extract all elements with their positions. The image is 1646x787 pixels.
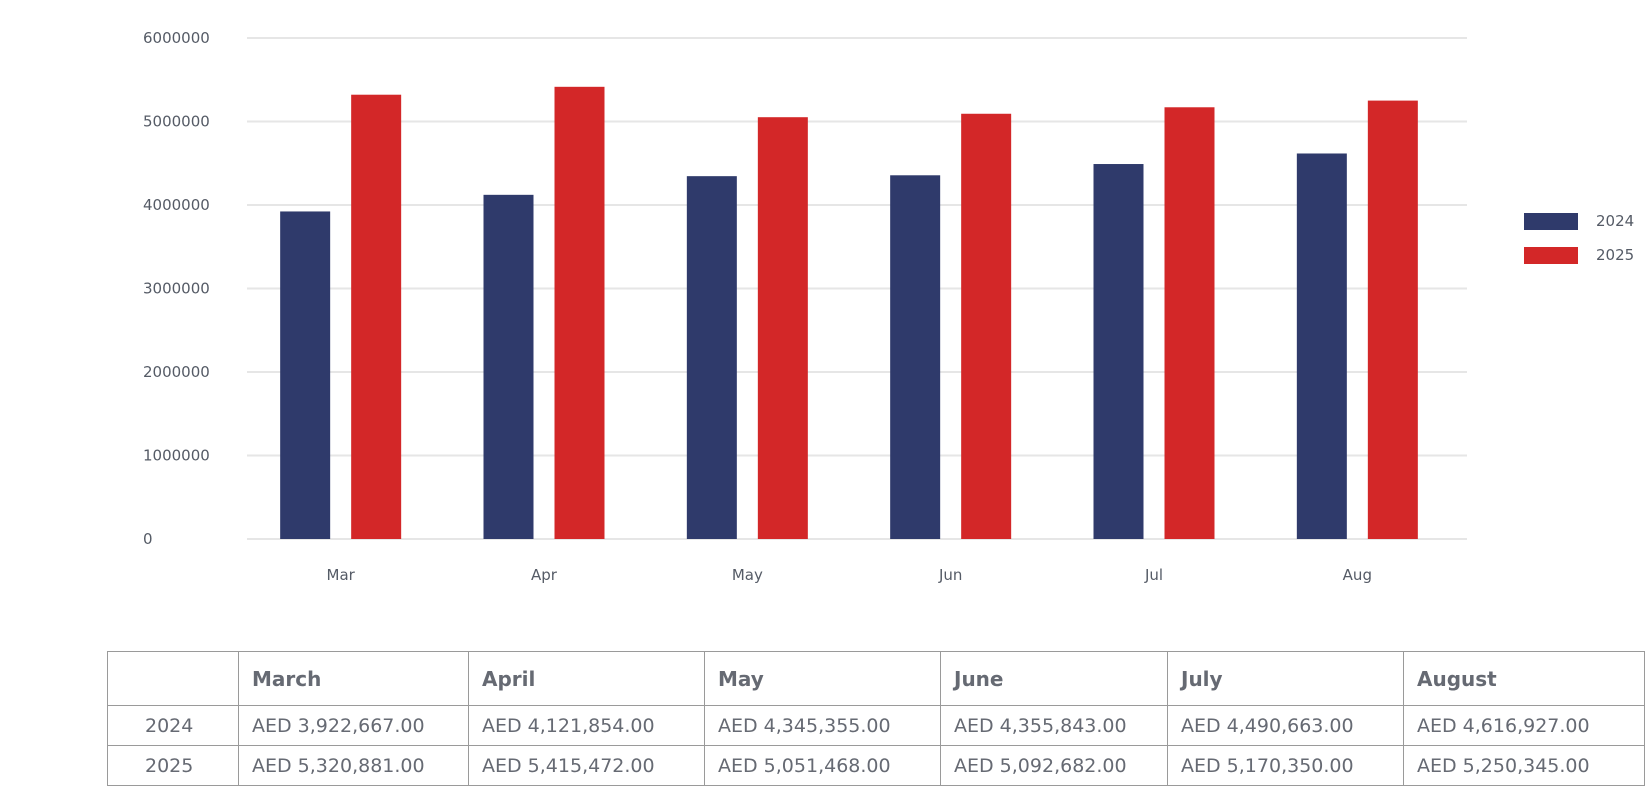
x-tick-label: Apr [531, 566, 558, 584]
y-tick-label: 0 [143, 530, 153, 548]
legend: 2024 2025 [1524, 204, 1634, 272]
table-row: 2025 AED 5,320,881.00 AED 5,415,472.00 A… [107, 745, 1645, 786]
x-tick-label: May [732, 566, 763, 584]
table-header-row: March April May June July August [107, 651, 1645, 706]
x-tick-label: Aug [1343, 566, 1372, 584]
bar-2024-Jun [890, 175, 941, 539]
x-tick-label: Mar [327, 566, 356, 584]
table-row: 2024 AED 3,922,667.00 AED 4,121,854.00 A… [107, 705, 1645, 746]
bar-2025-Jul [1164, 107, 1215, 540]
bar-2024-Apr [483, 194, 534, 539]
y-tick-label: 6000000 [143, 29, 210, 47]
x-tick-label: Jun [938, 566, 962, 584]
bar-2024-Jul [1093, 164, 1144, 539]
legend-swatch-2024 [1524, 212, 1578, 230]
x-tick-label: Jul [1144, 566, 1163, 584]
bar-2025-Jun [961, 113, 1012, 540]
table-cell: AED 4,355,843.00 [940, 705, 1168, 746]
bar-2025-Aug [1367, 100, 1418, 539]
table-cell: AED 3,922,667.00 [238, 705, 469, 746]
bar-2024-May [686, 176, 737, 540]
legend-label-2024: 2024 [1596, 212, 1635, 230]
bar-chart: 0 1000000 2000000 3000000 4000000 5000000 6000… [143, 29, 1467, 584]
table-cell: AED 5,170,350.00 [1167, 745, 1404, 786]
bar-2025-May [757, 117, 808, 539]
table-header-empty [107, 651, 239, 706]
table-header-cell: August [1403, 651, 1645, 706]
y-axis-ticks: 0 1000000 2000000 3000000 4000000 5000000 6000… [143, 29, 210, 548]
table-cell: AED 4,345,355.00 [704, 705, 941, 746]
table-cell: AED 4,490,663.00 [1167, 705, 1404, 746]
bar-2025-Apr [554, 86, 605, 539]
legend-item-2025: 2025 [1524, 238, 1634, 272]
table-cell: AED 5,051,468.00 [704, 745, 941, 786]
table-cell: AED 5,320,881.00 [238, 745, 469, 786]
bar-2024-Aug [1296, 153, 1347, 539]
bars [280, 86, 1418, 540]
gridlines [247, 37, 1467, 540]
table-cell: AED 4,616,927.00 [1403, 705, 1645, 746]
table-cell: AED 5,250,345.00 [1403, 745, 1645, 786]
y-tick-label: 5000000 [143, 113, 210, 131]
legend-label-2025: 2025 [1596, 246, 1635, 264]
table-cell: AED 4,121,854.00 [468, 705, 705, 746]
table-row-label: 2025 [107, 745, 239, 786]
y-tick-label: 1000000 [143, 447, 210, 465]
table-header-cell: May [704, 651, 941, 706]
table-cell: AED 5,092,682.00 [940, 745, 1168, 786]
y-tick-label: 3000000 [143, 280, 210, 298]
table-header-cell: March [238, 651, 469, 706]
y-tick-label: 4000000 [143, 196, 210, 214]
data-table: March April May June July August 2024 AE… [107, 651, 1645, 786]
legend-item-2024: 2024 [1524, 204, 1634, 238]
legend-swatch-2025 [1524, 246, 1578, 264]
table-header-cell: July [1167, 651, 1404, 706]
table-row-label: 2024 [107, 705, 239, 746]
table-cell: AED 5,415,472.00 [468, 745, 705, 786]
table-header-cell: April [468, 651, 705, 706]
y-tick-label: 2000000 [143, 363, 210, 381]
x-axis-ticks: Mar Apr May Jun Jul Aug [327, 566, 1372, 584]
bar-2025-Mar [351, 94, 402, 540]
bar-2024-Mar [280, 211, 331, 539]
table-header-cell: June [940, 651, 1168, 706]
